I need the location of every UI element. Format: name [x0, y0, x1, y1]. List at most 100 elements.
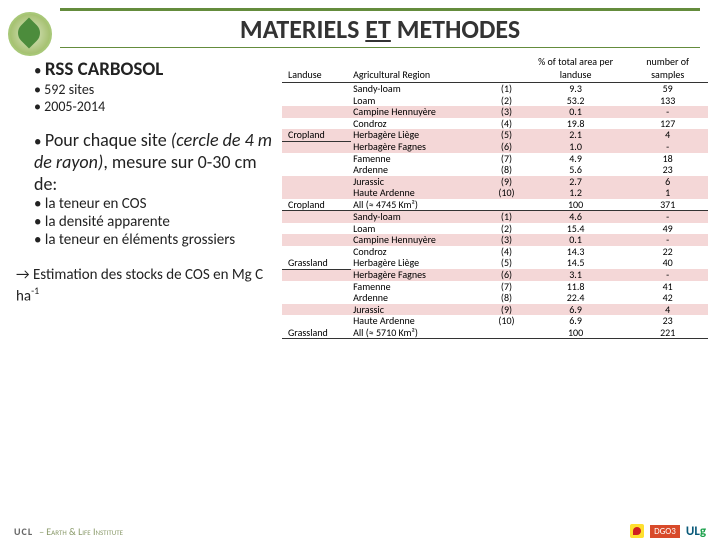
b2: la densité apparente: [34, 213, 274, 231]
cell-pct: 100: [524, 199, 628, 211]
cell-landuse: [282, 153, 351, 165]
cell-n: (8): [489, 164, 524, 176]
cell-n: (6): [489, 141, 524, 153]
cell-landuse: [282, 141, 351, 153]
cell-landuse: [282, 164, 351, 176]
cell-samples: -: [627, 269, 708, 281]
title-u: ET: [365, 13, 391, 45]
table-row: Loam(2)15.449: [282, 223, 708, 235]
cell-pct: 9.3: [524, 83, 628, 95]
table-row: Ardenne(8)22.442: [282, 292, 708, 304]
rss-sub: 592 sites 2005-2014: [34, 81, 274, 115]
cell-region: Herbagère Fagnes: [351, 269, 489, 281]
cell-samples: 221: [627, 327, 708, 339]
table-row: Condroz(4)19.8127: [282, 118, 708, 130]
cell-pct: 0.1: [524, 106, 628, 118]
cell-pct: 5.6: [524, 164, 628, 176]
left-panel: RSS CARBOSOL 592 sites 2005-2014 Pour ch…: [12, 54, 282, 339]
cell-region: Campine Hennuyère: [351, 106, 489, 118]
footer-right: DGO3 ULg: [630, 524, 706, 539]
table-row: Jurassic(9)2.76: [282, 176, 708, 188]
eli-text: – Earth & Life Institute: [39, 525, 123, 538]
cell-pct: 0.1: [524, 234, 628, 246]
cell-landuse: Grassland: [282, 257, 351, 269]
cell-n: (10): [489, 315, 524, 327]
table-row: Jurassic(9)6.94: [282, 304, 708, 316]
cell-n: (3): [489, 234, 524, 246]
cell-region: Haute Ardenne: [351, 315, 489, 327]
cell-n: (6): [489, 269, 524, 281]
footer: UCL – Earth & Life Institute DGO3 ULg: [0, 518, 720, 544]
measure-list: la teneur en COS la densité apparente la…: [34, 195, 274, 249]
cell-landuse: Cropland: [282, 199, 351, 211]
cell-samples: 59: [627, 83, 708, 95]
table-row: CroplandHerbagère Liège(5)2.14: [282, 129, 708, 141]
cell-landuse: [282, 95, 351, 107]
cell-region: Sandy-loam: [351, 211, 489, 223]
cell-n: (3): [489, 106, 524, 118]
cell-pct: 1.0: [524, 141, 628, 153]
cell-region: Ardenne: [351, 164, 489, 176]
per-site: Pour chaque site (cercle de 4 m de rayon…: [34, 129, 274, 195]
cell-n: (1): [489, 211, 524, 223]
cell-region: Sandy-loam: [351, 83, 489, 95]
table-row: Campine Hennuyère(3)0.1-: [282, 106, 708, 118]
header: MATERIELS ET METHODES: [60, 8, 700, 48]
cell-landuse: Grassland: [282, 327, 351, 339]
cell-pct: 3.1: [524, 269, 628, 281]
cell-landuse: [282, 223, 351, 235]
cell-landuse: [282, 176, 351, 188]
est-sup: -1: [31, 284, 39, 297]
th-landuse: Landuse: [282, 54, 351, 83]
cell-pct: 100: [524, 327, 628, 339]
cell-n: [489, 199, 524, 211]
cell-region: Campine Hennuyère: [351, 234, 489, 246]
table-row: CroplandAll (≈ 4745 Km²) 100371: [282, 199, 708, 211]
th-samples: number of samples: [627, 54, 708, 83]
cell-landuse: Cropland: [282, 129, 351, 141]
cell-landuse: [282, 292, 351, 304]
cell-samples: -: [627, 234, 708, 246]
table-body: Sandy-loam(1)9.359Loam(2)53.2133Campine …: [282, 83, 708, 339]
cell-samples: 371: [627, 199, 708, 211]
cell-samples: 23: [627, 164, 708, 176]
cell-samples: 42: [627, 292, 708, 304]
cell-region: All (≈ 4745 Km²): [351, 199, 489, 211]
cell-region: Herbagère Fagnes: [351, 141, 489, 153]
wallonia-icon: [630, 524, 644, 538]
ulg-logo: ULg: [686, 524, 706, 539]
cell-landuse: [282, 304, 351, 316]
cell-landuse: [282, 281, 351, 293]
cell-region: All (≈ 5710 Km²): [351, 327, 489, 339]
table-row: Haute Ardenne(10)6.923: [282, 315, 708, 327]
cell-landuse: [282, 269, 351, 281]
table-row: Campine Hennuyère(3)0.1-: [282, 234, 708, 246]
th-blank: [489, 54, 524, 83]
table-row: GrasslandHerbagère Liège(5)14.540: [282, 257, 708, 269]
title-post: METHODES: [391, 13, 520, 45]
cell-pct: 4.6: [524, 211, 628, 223]
h2a: Pour chaque site: [45, 129, 171, 151]
cell-samples: -: [627, 106, 708, 118]
table-row: Famenne(7)4.918: [282, 153, 708, 165]
cell-pct: 22.4: [524, 292, 628, 304]
rss-title: RSS CARBOSOL: [45, 58, 163, 81]
cell-landuse: [282, 83, 351, 95]
cell-n: [489, 327, 524, 339]
b3: la teneur en éléments grossiers: [34, 231, 274, 249]
b1: la teneur en COS: [34, 195, 274, 213]
data-table: Landuse Agricultural Region % of total a…: [282, 54, 708, 339]
cell-landuse: [282, 315, 351, 327]
cell-samples: 1: [627, 187, 708, 199]
th-region: Agricultural Region: [351, 54, 489, 83]
cell-n: (10): [489, 187, 524, 199]
est-text: → Estimation des stocks de COS en Mg C h…: [16, 266, 263, 305]
sites-count: 592 sites: [34, 81, 274, 98]
cell-n: (8): [489, 292, 524, 304]
cell-landuse: [282, 187, 351, 199]
cell-landuse: [282, 234, 351, 246]
cell-samples: -: [627, 211, 708, 223]
cell-n: (1): [489, 83, 524, 95]
table-row: Famenne(7)11.841: [282, 281, 708, 293]
years: 2005-2014: [34, 98, 274, 115]
